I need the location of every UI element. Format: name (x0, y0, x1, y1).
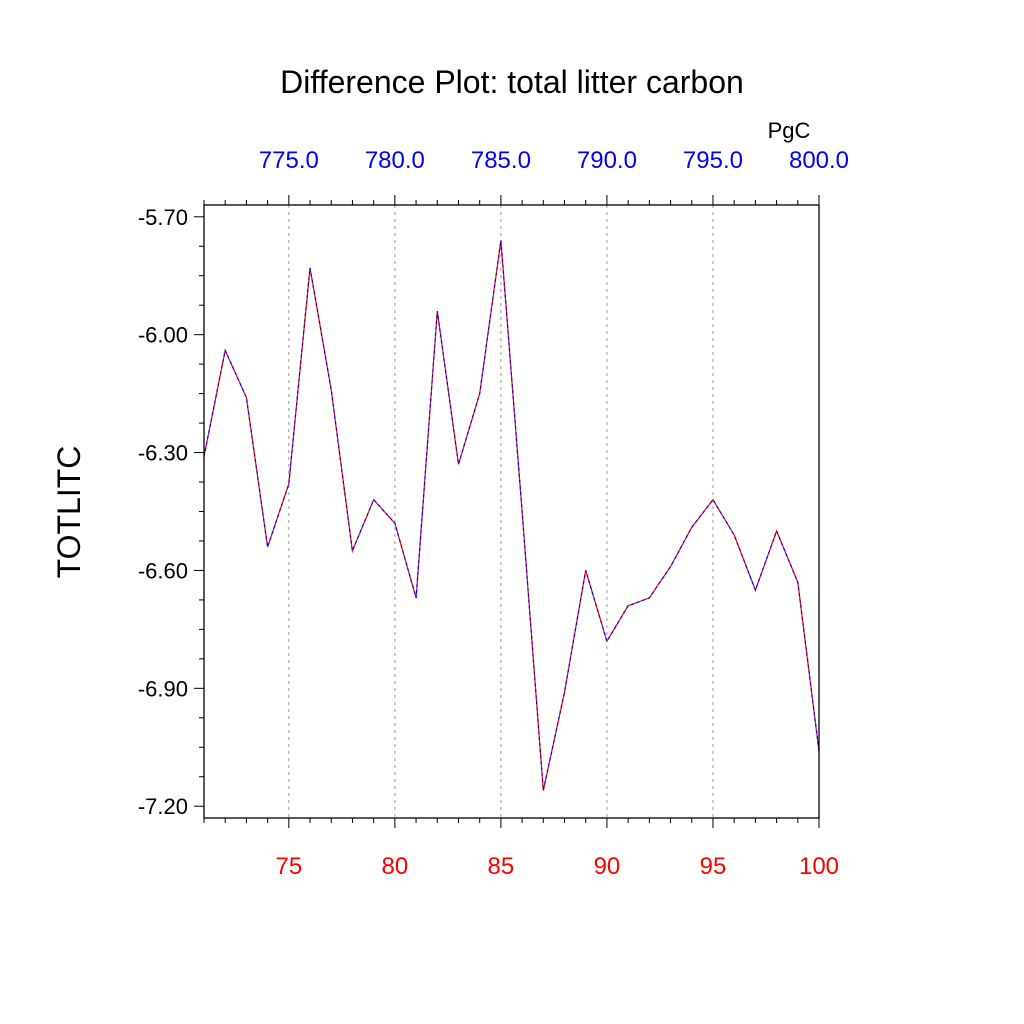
x-tick-label-bottom: 95 (700, 853, 727, 880)
x-tick-label-top: 775.0 (259, 147, 319, 174)
y-tick-label: -6.90 (138, 676, 188, 701)
x-tick-label-bottom: 100 (799, 853, 839, 880)
series-line-1 (203, 240, 820, 791)
plot-frame (203, 204, 820, 819)
grid-lines (288, 205, 714, 818)
x-tick-label-bottom: 90 (594, 853, 621, 880)
top-axis-unit: PgC (768, 118, 811, 143)
series-line-2 (203, 240, 820, 791)
tick-labels: -5.70 -6.00 -6.30 -6.60 -6.90 -7.20 75 80 85 90 95… (138, 147, 849, 880)
x-tick-label-bottom: 85 (488, 853, 515, 880)
axis-ticks (194, 195, 820, 828)
x-tick-label-top: 800.0 (789, 147, 849, 174)
plot-series (203, 240, 820, 791)
x-tick-label-top: 790.0 (577, 147, 637, 174)
y-tick-label: -7.20 (138, 794, 188, 819)
y-tick-label: -5.70 (138, 205, 188, 230)
y-axis-label: TOTLITC (51, 446, 87, 579)
x-tick-label-bottom: 80 (382, 853, 409, 880)
y-tick-label: -6.00 (138, 323, 188, 348)
x-tick-label-top: 785.0 (471, 147, 531, 174)
y-tick-label: -6.60 (138, 558, 188, 583)
chart-title: Difference Plot: total litter carbon (280, 64, 744, 100)
y-tick-label: -6.30 (138, 441, 188, 466)
x-tick-label-bottom: 75 (275, 853, 302, 880)
x-tick-label-top: 780.0 (365, 147, 425, 174)
x-tick-label-top: 795.0 (683, 147, 743, 174)
